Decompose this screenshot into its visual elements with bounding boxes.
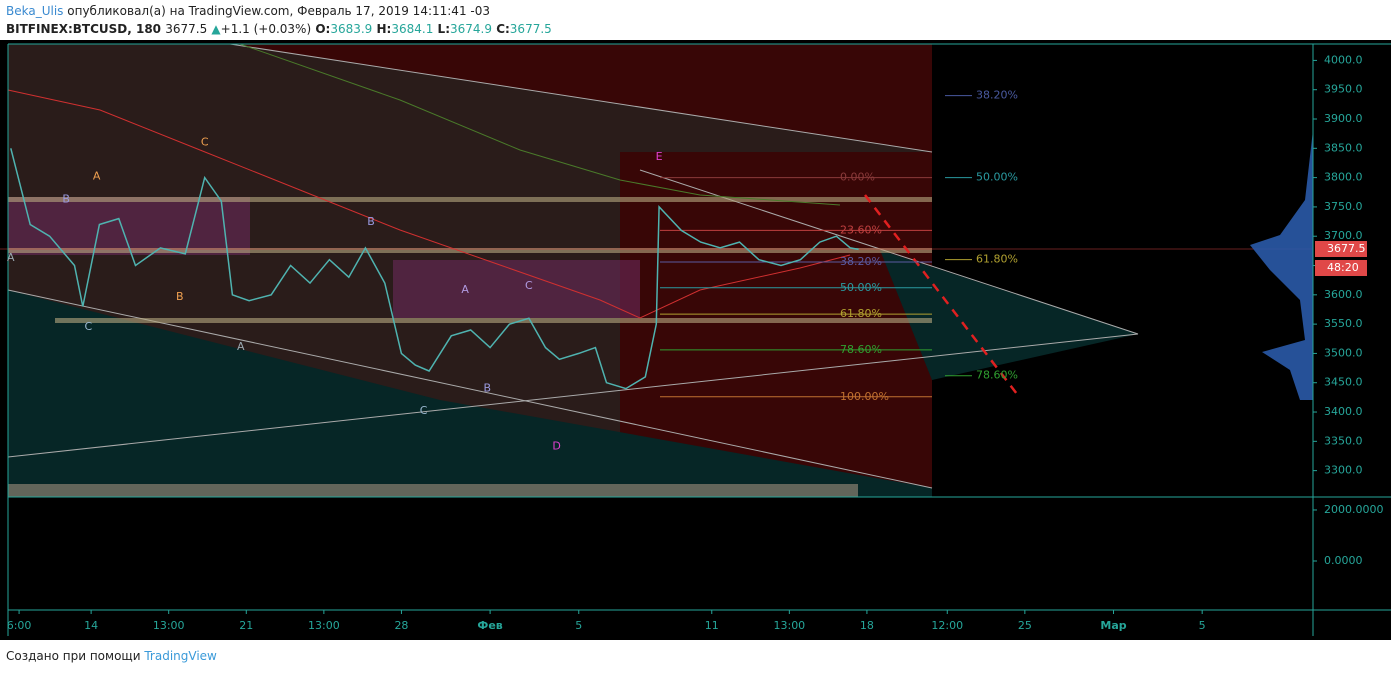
wave-label: C: [85, 320, 93, 333]
o-label: O:: [315, 22, 331, 36]
wave-label: C: [525, 279, 533, 292]
fib-label: 50.00%: [976, 171, 1018, 184]
volume-profile: [1250, 130, 1313, 400]
wave-label: E: [656, 150, 663, 163]
published: опубликовал(а) на TradingView.com, Февра…: [67, 4, 490, 18]
c-label: C:: [496, 22, 510, 36]
y-tick-label: 3800.0: [1324, 171, 1363, 184]
price-tag-label: 48:20: [1327, 261, 1359, 274]
wave-label: A: [93, 169, 101, 182]
high: 3684.1: [391, 22, 434, 36]
y-tick-label: 3500.0: [1324, 346, 1363, 359]
footer-text: Создано при помощи: [6, 649, 141, 663]
fib-label: 50.00%: [840, 281, 882, 294]
last: 3677.5: [165, 22, 208, 36]
x-tick-label: 13:00: [153, 619, 185, 632]
level-band: [8, 248, 932, 253]
x-tick-label: 11: [705, 619, 719, 632]
price-tag-label: 3677.5: [1327, 242, 1366, 255]
header-line: Beka_Ulis опубликовал(а) на TradingView.…: [6, 4, 490, 18]
x-tick-label: 12:00: [931, 619, 963, 632]
fib-label: 38.20%: [976, 89, 1018, 102]
y-tick-label: 3300.0: [1324, 464, 1363, 477]
x-tick-label: 13:00: [773, 619, 805, 632]
fib-label: 61.80%: [976, 253, 1018, 266]
x-tick-label: Фев: [477, 619, 502, 632]
y2-tick-label: 0.0000: [1324, 554, 1363, 567]
moving-average: [7, 89, 851, 319]
triangle-zone: [880, 250, 1138, 380]
y-tick-label: 3400.0: [1324, 405, 1363, 418]
teal-zone: [8, 290, 932, 497]
h-label: H:: [376, 22, 392, 36]
x-tick-label: 21: [239, 619, 253, 632]
y-tick-label: 3850.0: [1324, 141, 1363, 154]
wave-label: C: [420, 404, 428, 417]
volume-band: [8, 484, 858, 497]
symbol: BITFINEX:BTCUSD, 180: [6, 22, 162, 36]
l-label: L:: [437, 22, 450, 36]
fib-label: 0.00%: [840, 171, 875, 184]
change: +1.1 (+0.03%): [220, 22, 312, 36]
triangle-line: [7, 333, 1139, 458]
x-tick-label: 6:00: [7, 619, 32, 632]
x-tick-label: 18: [860, 619, 874, 632]
x-tick-label: 25: [1018, 619, 1032, 632]
x-tick-label: Мар: [1100, 619, 1126, 632]
x-tick-label: 5: [575, 619, 582, 632]
y-tick-label: 3450.0: [1324, 376, 1363, 389]
wave-label: D: [552, 440, 560, 453]
wave-label: A: [237, 340, 245, 353]
x-tick-label: 28: [394, 619, 408, 632]
x-tick-label: 14: [84, 619, 98, 632]
fib-label: 23.60%: [840, 223, 882, 236]
chart: 4000.0 3950.0 3900.0 3850.0 3800.0 3750.0 3700…: [0, 40, 1391, 640]
fib-label: 78.60%: [840, 343, 882, 356]
x-tick-label: 5: [1199, 619, 1206, 632]
low: 3674.9: [450, 22, 492, 36]
footer: Создано при помощи TradingView: [6, 649, 217, 663]
open: 3683.9: [330, 22, 373, 36]
y-tick-label: 3350.0: [1324, 434, 1363, 447]
wave-label: B: [176, 290, 184, 303]
price-line: [10, 148, 859, 390]
fib-label: 38.20%: [840, 255, 882, 268]
y-tick-label: 3950.0: [1324, 83, 1363, 96]
y-tick-label: 3900.0: [1324, 112, 1363, 125]
close: 3677.5: [509, 22, 552, 36]
author[interactable]: Beka_Ulis: [6, 4, 64, 18]
wave-label: A: [461, 283, 469, 296]
price-tag: [1315, 241, 1367, 257]
wave-label: B: [367, 215, 375, 228]
wave-label: B: [62, 192, 70, 205]
arrow: ▲: [211, 22, 221, 36]
symbol-line: BITFINEX:BTCUSD, 180 3677.5 ▲+1.1 (+0.03…: [6, 22, 552, 36]
y2-tick-label: 2000.0000: [1324, 503, 1384, 516]
brand[interactable]: TradingView: [144, 649, 217, 663]
channel-line: [229, 43, 933, 153]
fib-label: 78.60%: [976, 369, 1018, 382]
projection: [864, 194, 1021, 399]
y-tick-label: 3750.0: [1324, 200, 1363, 213]
y-tick-label: 3700.0: [1324, 229, 1363, 242]
y-tick-label: 4000.0: [1324, 53, 1363, 66]
wave-label: C: [201, 135, 209, 148]
level-band: [55, 318, 932, 323]
wave-label: A: [7, 251, 15, 264]
zone-box: [393, 260, 640, 318]
price-tag: [1315, 260, 1367, 276]
moving-average: [239, 43, 841, 206]
x-tick-label: 13:00: [308, 619, 340, 632]
level-band: [8, 197, 932, 202]
red-zone: [230, 44, 932, 497]
fib-label: 100.00%: [840, 390, 889, 403]
y-tick-label: 3600.0: [1324, 288, 1363, 301]
fib-label: 61.80%: [840, 307, 882, 320]
y-tick-label: 3550.0: [1324, 317, 1363, 330]
wave-label: B: [484, 382, 492, 395]
